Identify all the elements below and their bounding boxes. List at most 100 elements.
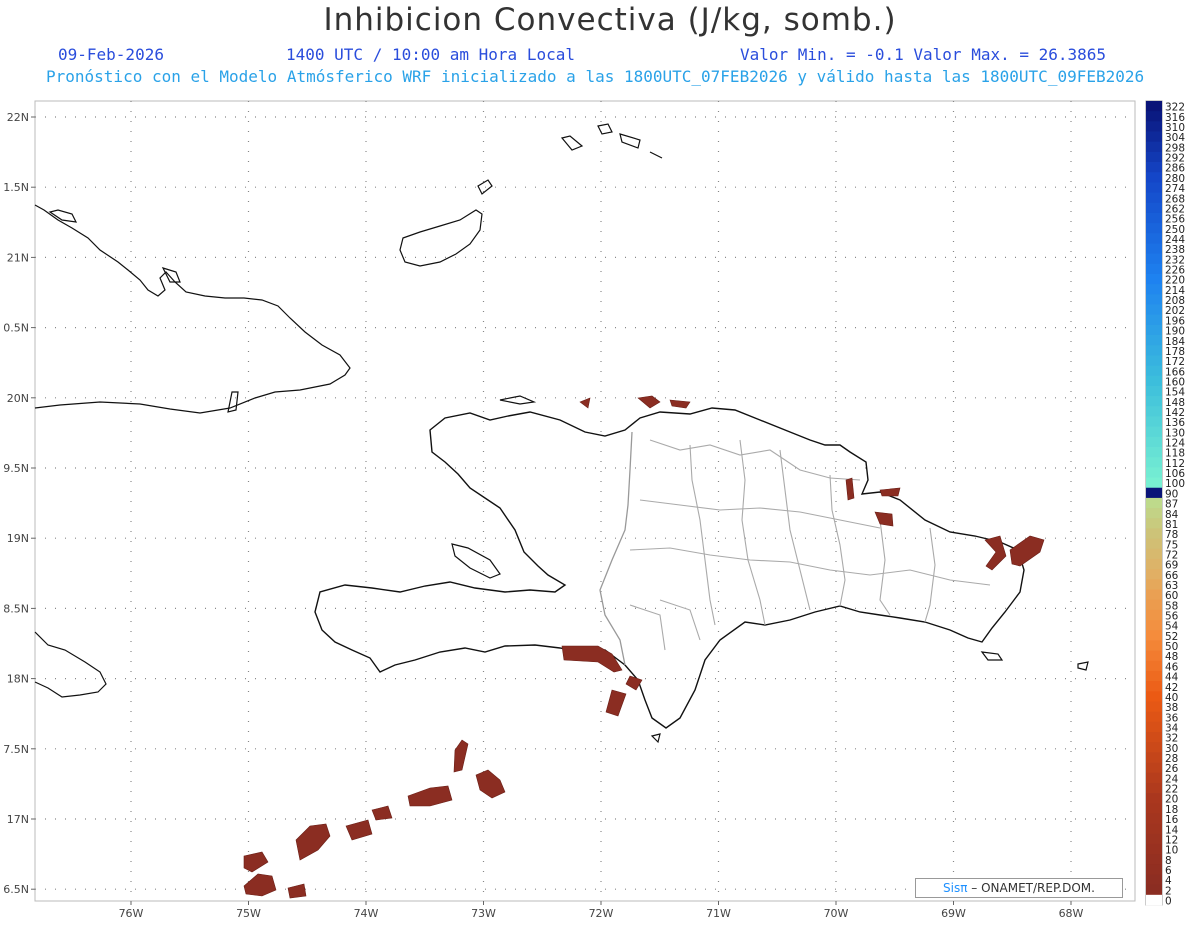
colorbar-label: 172 [1165,356,1185,368]
colorbar-label: 316 [1165,112,1185,124]
colorbar-swatch [1146,233,1162,244]
colorbar-swatch [1146,477,1162,489]
plot-frame [34,100,1136,902]
shade-pedernales [605,675,643,717]
colorbar-label: 6 [1165,865,1172,877]
colorbar-swatch [1146,151,1162,163]
lat-label: 0.5N [3,322,29,335]
colorbar-swatch [1146,894,1162,906]
brand-logo: Sisπ [943,881,968,895]
colorbar-swatch [1146,782,1162,794]
colorbar-swatch [1146,304,1162,316]
colorbar-label: 220 [1165,275,1185,287]
lon-label: 72W [589,907,614,920]
jamaica-coastline [34,631,107,698]
colorbar-label: 28 [1165,753,1178,765]
colorbar-swatch [1146,843,1162,855]
colorbar-label: 238 [1165,244,1185,256]
shade-sea-3 [407,785,453,807]
colorbar-swatch [1146,263,1162,275]
colorbar-swatch [1146,182,1162,193]
colorbar-label: 322 [1165,102,1185,114]
colorbar-label: 4 [1165,875,1172,887]
saona-island [980,651,1004,661]
colorbar-swatch [1146,447,1162,458]
colorbar-swatch [1146,212,1162,224]
colorbar-label: 90 [1165,488,1178,500]
colorbar-swatch [1146,345,1162,356]
lat-label: 19N [7,532,29,545]
colorbar-swatch [1146,589,1162,601]
colorbar-swatch [1146,101,1162,112]
colorbar-swatch [1146,670,1162,682]
colorbar-swatch [1146,375,1162,387]
lon-label: 68W [1059,907,1084,920]
lat-label: 17N [7,813,29,826]
colorbar-label: 190 [1165,326,1185,338]
lat-label: 22N [7,111,29,124]
inagua-island [399,209,483,267]
colorbar-label: 30 [1165,743,1178,755]
shade-samana [845,477,901,527]
colorbar-swatch [1146,121,1162,132]
colorbar-label: 52 [1165,631,1178,643]
colorbar-swatch [1146,396,1162,407]
shade-sea-6 [243,851,269,873]
colorbar-swatch [1146,691,1162,702]
mayaguana-island [477,179,493,195]
colorbar-label: 22 [1165,784,1178,796]
colorbar-label: 16 [1165,814,1179,826]
colorbar-swatch [1146,833,1162,845]
colorbar-label: 60 [1165,590,1178,602]
shade-south-haiti [561,645,623,673]
colorbar-swatch [1146,793,1162,804]
colorbar-label: 84 [1165,509,1179,521]
colorbar-swatch [1146,528,1162,540]
colorbar-label: 184 [1165,336,1185,348]
colorbar-label: 10 [1165,845,1178,857]
colorbar-label: 0 [1165,896,1172,908]
colorbar-label: 40 [1165,692,1178,704]
tortuga-island [499,395,537,405]
colorbar-swatch [1146,457,1162,468]
shade-north-coast [579,395,691,409]
colorbar-swatch [1146,762,1162,774]
colorbar-swatch [1146,609,1162,621]
colorbar-swatch [1146,772,1162,784]
colorbar-swatch [1146,599,1162,611]
colorbar-swatch [1146,355,1162,367]
colorbar-swatch [1146,731,1162,743]
colorbar-swatch [1146,558,1162,570]
colorbar-label: 160 [1165,376,1185,388]
colorbar-label: 244 [1165,234,1185,246]
colorbar-label: 280 [1165,173,1185,185]
colorbar-swatch [1146,436,1162,448]
colorbar-swatch [1146,548,1162,560]
turks-caicos-islands [560,123,663,159]
province-lines [629,439,991,651]
longitude-labels: 76W 75W 74W 73W 72W 71W 70W 69W 68W [119,907,1084,920]
shade-sea-1 [453,739,469,773]
colorbar-label: 298 [1165,142,1185,154]
colorbar-label: 87 [1165,499,1178,511]
colorbar-label: 112 [1165,458,1185,470]
lat-label: 6.5N [3,883,29,896]
colorbar-label: 54 [1165,621,1179,633]
shade-east-coast [984,535,1045,571]
colorbar-label: 196 [1165,315,1185,327]
colorbar-swatch [1146,406,1162,417]
colorbar-label: 166 [1165,366,1185,378]
forecast-time: 1400 UTC / 10:00 am Hora Local [286,45,575,64]
colorbar-label: 18 [1165,804,1178,816]
colorbar-label: 66 [1165,570,1179,582]
colorbar-swatch [1146,630,1162,641]
colorbar-swatch [1146,467,1162,478]
lon-label: 75W [236,907,261,920]
colorbar-swatch [1146,569,1162,580]
lon-label: 71W [706,907,731,920]
colorbar-swatch [1146,324,1162,336]
colorbar-label: 256 [1165,214,1185,226]
colorbar-swatch [1146,365,1162,377]
colorbar-swatch [1146,223,1162,234]
colorbar-swatch [1146,508,1162,519]
